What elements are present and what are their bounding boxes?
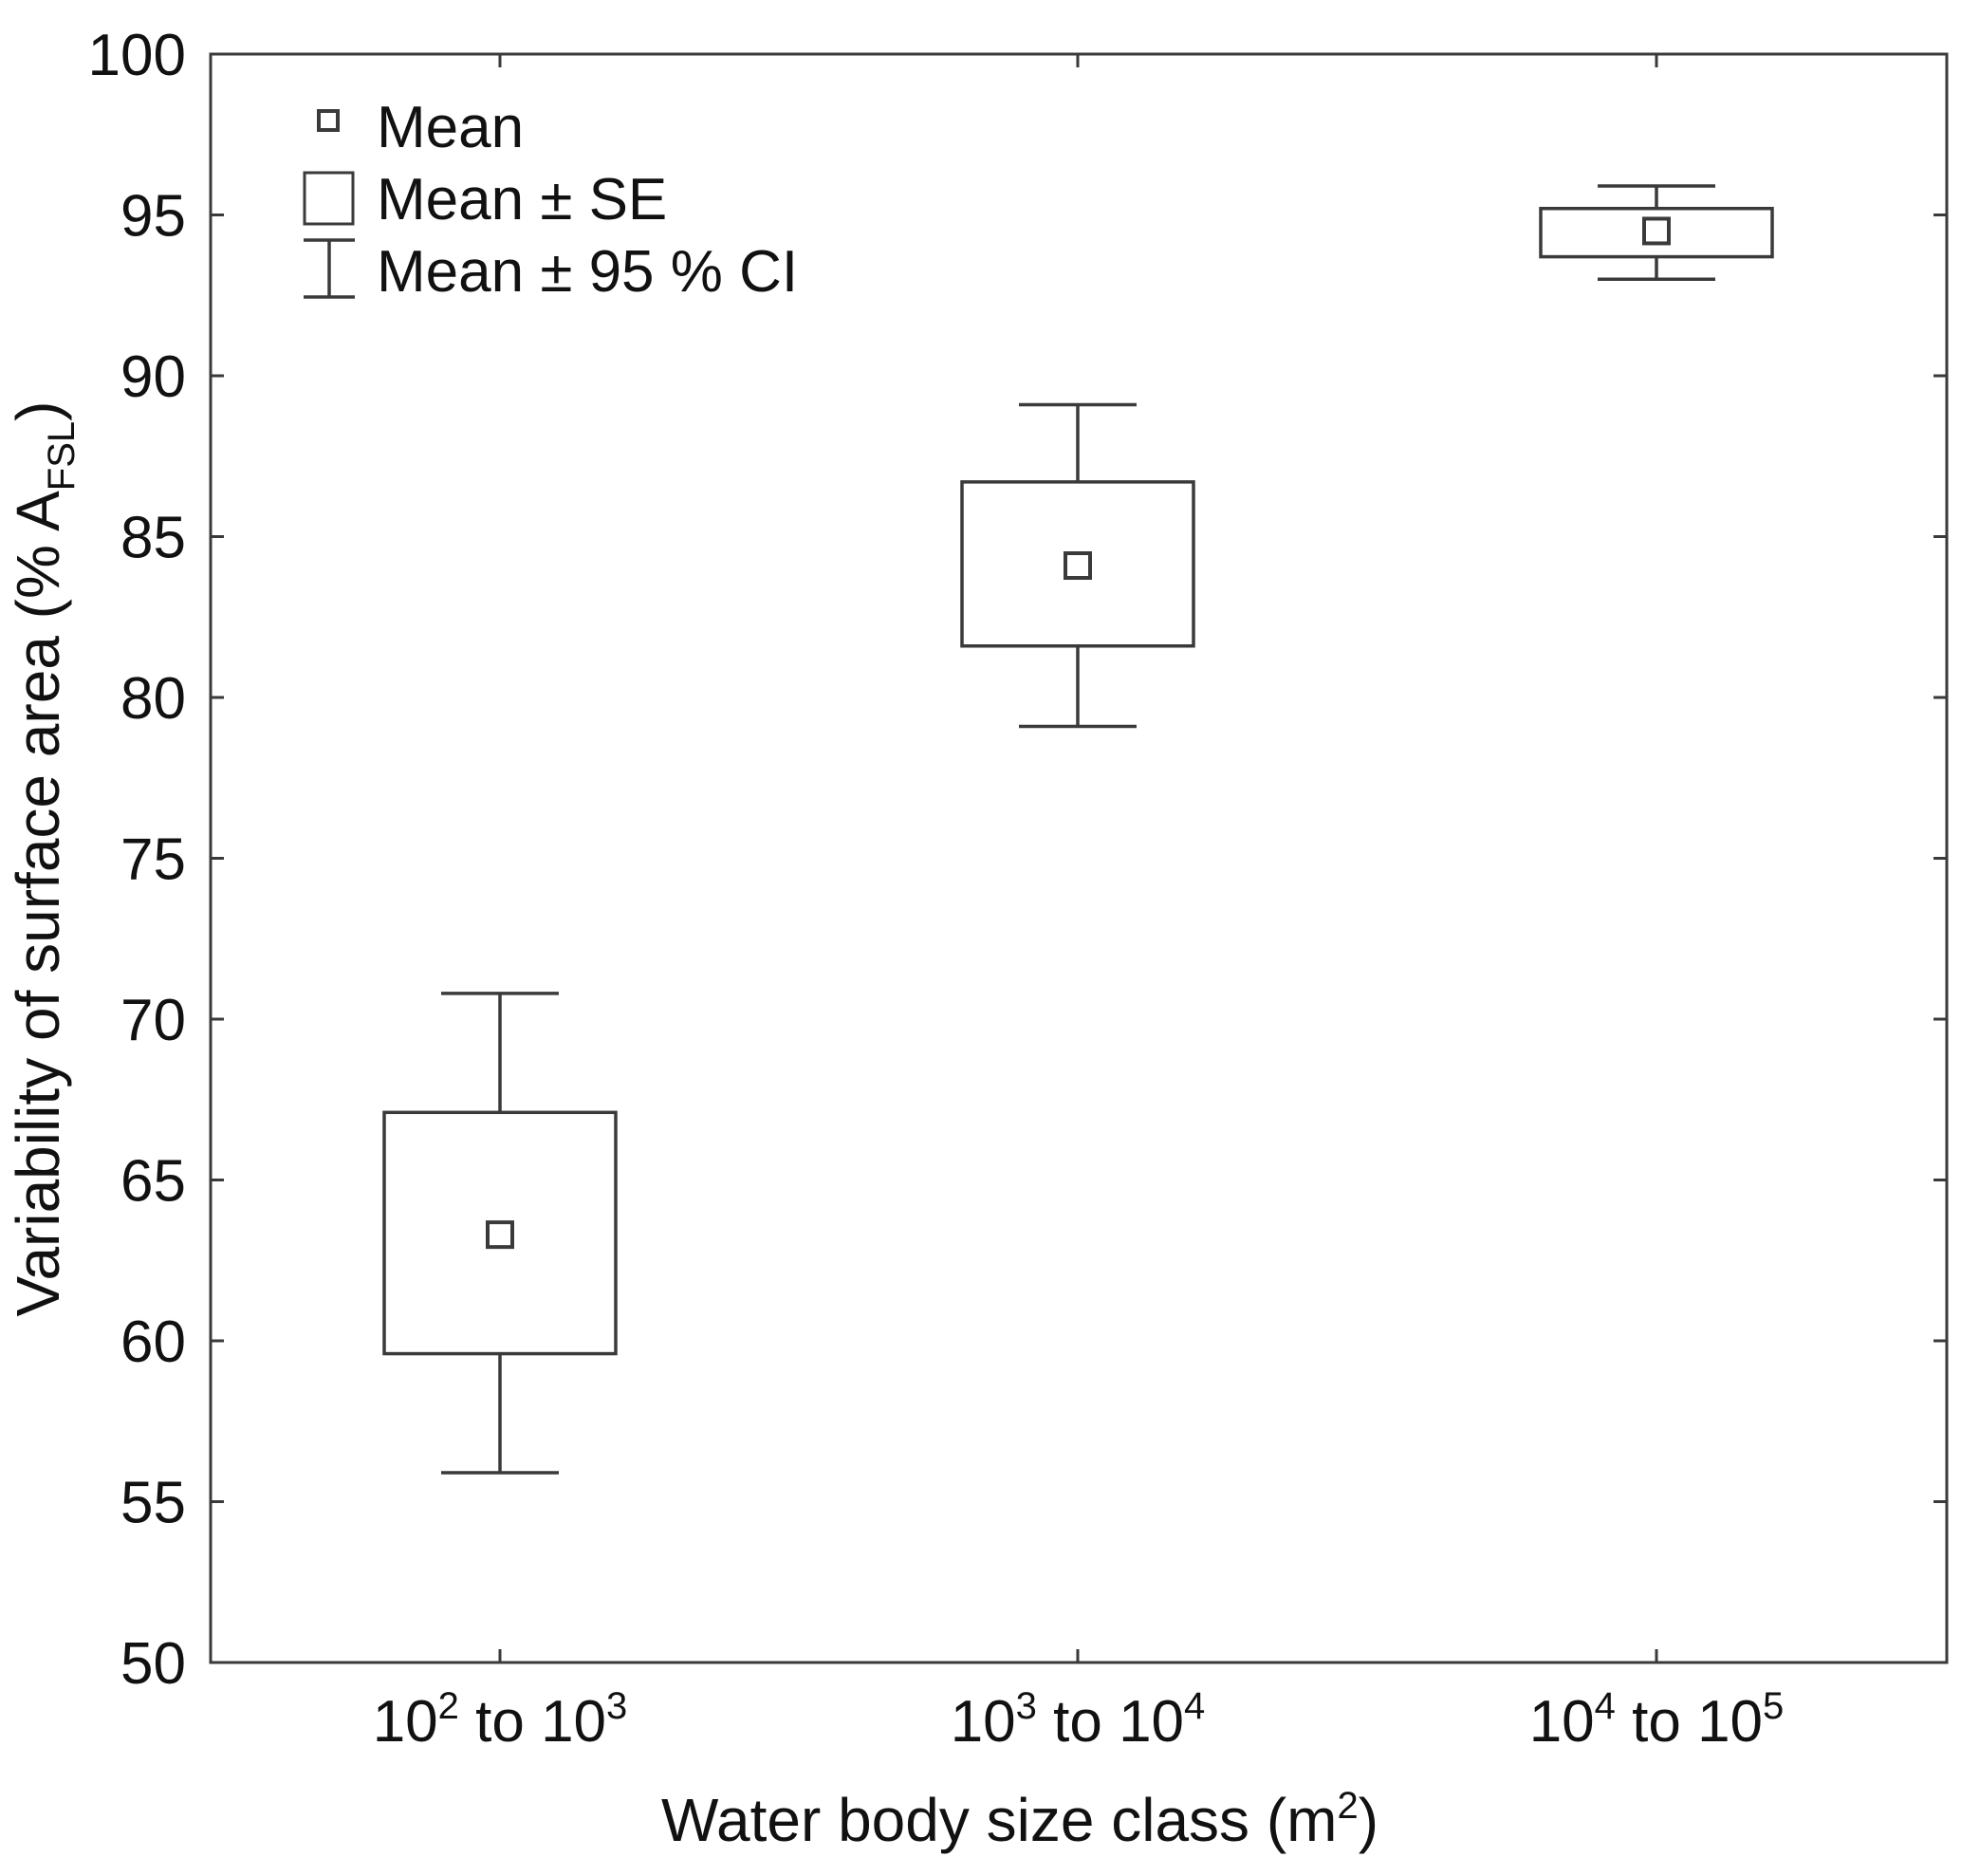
y-tick-label: 85	[120, 506, 186, 571]
y-tick-label: 75	[120, 827, 186, 893]
legend-mean-marker	[317, 109, 340, 132]
y-tick-label: 65	[120, 1149, 186, 1215]
box-group	[382, 992, 618, 1475]
x-tick-label: 104 to 105	[1529, 1685, 1785, 1755]
x-axis-title: Water body size class (m2)	[661, 1785, 1378, 1854]
mean-marker	[486, 1220, 514, 1250]
y-tick-label: 90	[120, 344, 186, 410]
mean-marker	[1642, 216, 1671, 246]
x-tick-label: 103 to 104	[951, 1685, 1206, 1755]
box-group	[960, 402, 1195, 729]
y-tick-label: 50	[120, 1631, 186, 1697]
y-tick-label: 95	[120, 184, 186, 250]
boxes-group	[382, 184, 1774, 1475]
y-tick-label: 70	[120, 988, 186, 1053]
y-axis-title: Variability of surface area (% AFSL)	[4, 401, 83, 1317]
legend-label-ci: Mean ± 95 % CI	[377, 239, 798, 305]
legend: Mean Mean ± SE Mean ± 95 % CI	[303, 95, 798, 305]
mean-marker	[1064, 551, 1092, 581]
y-tick-label: 55	[120, 1471, 186, 1536]
x-tick-label: 102 to 103	[373, 1685, 628, 1755]
legend-ci-whisker	[304, 238, 355, 299]
x-axis: 102 to 103 103 to 104 104 to 105	[373, 54, 1785, 1755]
box-group	[1539, 184, 1774, 282]
y-tick-label: 60	[120, 1309, 186, 1375]
y-tick-label: 100	[88, 23, 186, 88]
legend-se-box	[303, 171, 355, 226]
y-tick-label: 80	[120, 666, 186, 732]
legend-label-mean: Mean	[377, 95, 524, 160]
y-axis: 50 55 60 65 70 75 80 85 90 95 100	[88, 23, 1947, 1697]
legend-label-se: Mean ± SE	[377, 167, 667, 232]
